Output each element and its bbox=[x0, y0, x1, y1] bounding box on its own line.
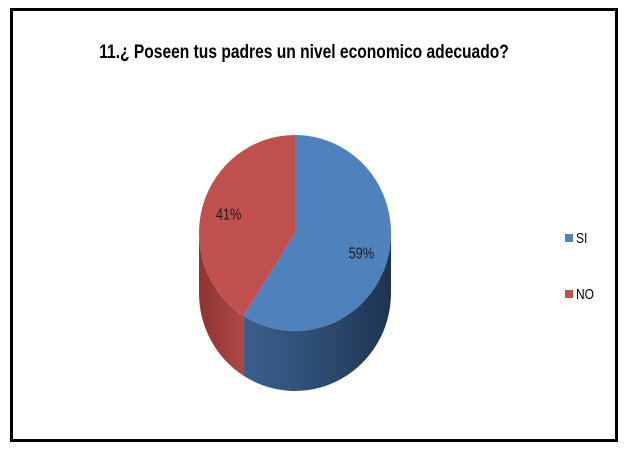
legend-item-no: NO bbox=[565, 284, 599, 304]
pie-side-no bbox=[199, 233, 244, 376]
legend-item-si: SI bbox=[565, 228, 590, 248]
legend-label-si: SI bbox=[576, 229, 588, 247]
data-label-si: 59% bbox=[349, 245, 375, 263]
data-label-no: 41% bbox=[216, 206, 242, 224]
pie-slice-si bbox=[243, 135, 392, 331]
legend-label-no: NO bbox=[576, 285, 594, 303]
pie-side-si bbox=[243, 233, 391, 391]
chart-title: 11.¿ Poseen tus padres un nivel economic… bbox=[99, 42, 509, 63]
legend-swatch-no bbox=[565, 290, 573, 298]
pie-slice-no bbox=[199, 135, 295, 316]
legend-swatch-si bbox=[565, 234, 573, 242]
